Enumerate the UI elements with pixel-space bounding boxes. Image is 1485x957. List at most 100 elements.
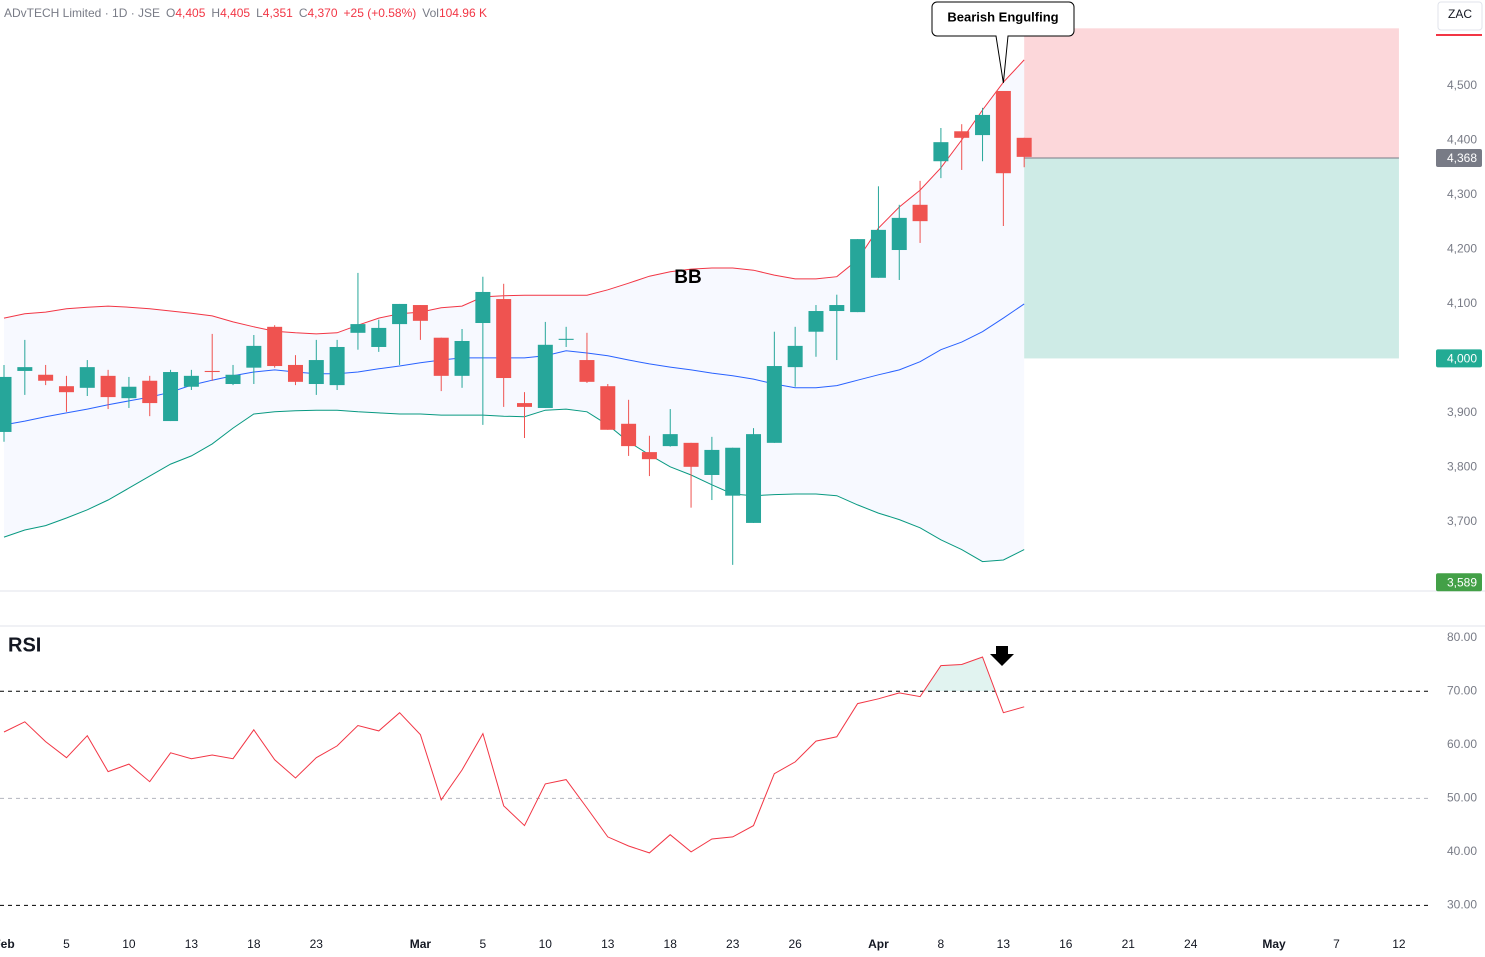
stop-zone [1024, 28, 1399, 158]
y-tick-label: 3,800 [1447, 460, 1477, 474]
x-tick-label: 23 [726, 937, 740, 951]
symbol: ADvTECH Limited · 1D · JSE [4, 6, 161, 20]
x-tick-label: Feb [0, 937, 15, 951]
candle-body [975, 114, 991, 136]
candle-body [621, 423, 637, 447]
candle-body [350, 324, 366, 333]
x-tick-label: 26 [788, 937, 802, 951]
candle-body [995, 90, 1011, 174]
candle-body [704, 449, 720, 475]
ohlc-value: 4,405 [220, 6, 251, 20]
candle-body [38, 374, 54, 381]
candle-body [787, 345, 803, 368]
x-tick-label: 21 [1122, 937, 1136, 951]
ohlc-value: 4,351 [262, 6, 293, 20]
candle-body [58, 386, 74, 393]
target-tag [1436, 349, 1482, 368]
x-tick-label: 16 [1059, 937, 1073, 951]
x-tick-label: 13 [601, 937, 615, 951]
rsi-line [3, 656, 1025, 854]
candle-body [392, 303, 408, 325]
target-label: 4,000 [1447, 352, 1477, 366]
candle-body [267, 326, 283, 367]
y-tick-label: 4,100 [1447, 296, 1477, 310]
rsi-tick-label: 30.00 [1447, 898, 1477, 912]
candle-body [454, 340, 470, 376]
volume-key: Vol [422, 6, 439, 20]
entry-tag [1436, 148, 1482, 167]
candle-body [579, 360, 595, 382]
candle-body [246, 345, 262, 368]
candle-body [308, 360, 324, 385]
ohlc-key: L [256, 6, 263, 20]
currency[interactable]: ZAC [1448, 7, 1472, 21]
y-tick-label: 4,200 [1447, 242, 1477, 256]
band-label: BB [674, 267, 701, 288]
candle-body [412, 305, 428, 321]
candle-body [954, 131, 970, 138]
candle-body [662, 434, 678, 447]
entry-label: 4,368 [1447, 151, 1477, 165]
candle-body [850, 239, 866, 313]
x-tick-label: 18 [247, 937, 261, 951]
low-tag [1436, 573, 1482, 592]
x-tick-label: 5 [63, 937, 70, 951]
callout-text: Bearish Engulfing [947, 9, 1058, 24]
candle-body [912, 204, 928, 222]
candle-body [225, 374, 241, 385]
candle-body [891, 217, 907, 251]
rsi-tick-label: 80.00 [1447, 630, 1477, 644]
candle-body [808, 311, 824, 332]
x-tick-label: 13 [997, 937, 1011, 951]
candle-body [766, 366, 782, 443]
currency-box[interactable] [1437, 1, 1483, 31]
down-arrow [990, 646, 1014, 666]
x-tick-label: 24 [1184, 937, 1198, 951]
x-tick-label: 23 [310, 937, 324, 951]
rsi-tick-label: 70.00 [1447, 683, 1477, 697]
band-lower [3, 408, 1025, 563]
candle-body [933, 142, 949, 162]
y-tick-label: 4,400 [1447, 133, 1477, 147]
ohlc-key: C [298, 6, 308, 20]
callout [931, 1, 1075, 84]
overbought-fill [4, 657, 1025, 692]
x-tick-label: 5 [480, 937, 487, 951]
candle-body [517, 403, 532, 407]
candle-body [0, 376, 12, 432]
x-tick-label: 13 [185, 937, 199, 951]
candle-body [163, 372, 179, 422]
candle-body [558, 338, 574, 340]
x-tick-label: 8 [938, 937, 945, 951]
candle-body [641, 452, 657, 460]
candle-body [829, 305, 845, 312]
target-zone [1024, 157, 1399, 359]
candle-body [683, 442, 699, 467]
candle-body [600, 386, 616, 430]
candle-body [475, 291, 491, 324]
x-tick-label: 10 [122, 937, 136, 951]
candle-body [537, 344, 553, 408]
rsi-title: RSI [8, 634, 41, 656]
change: +25 (+0.58%) [343, 6, 417, 20]
x-tick-label: Apr [868, 937, 889, 951]
x-tick-label: 7 [1333, 937, 1340, 951]
candle-body [79, 367, 95, 388]
candle-body [204, 370, 220, 373]
volume: 104.96 K [438, 6, 487, 20]
y-tick-label: 3,700 [1447, 514, 1477, 528]
y-tick-label: 3,900 [1447, 405, 1477, 419]
candle-body [1016, 137, 1032, 157]
candle-body [100, 375, 116, 398]
x-tick-label: 10 [539, 937, 553, 951]
y-tick-label: 4,500 [1447, 78, 1477, 92]
candle-body [17, 367, 33, 371]
candle-body [329, 346, 345, 386]
low-label: 3,589 [1447, 575, 1477, 589]
candle-body [142, 380, 158, 404]
x-tick-label: 12 [1392, 937, 1406, 951]
plot: BB [0, 28, 1399, 565]
candle-body [371, 327, 387, 347]
candle-body [870, 229, 886, 278]
